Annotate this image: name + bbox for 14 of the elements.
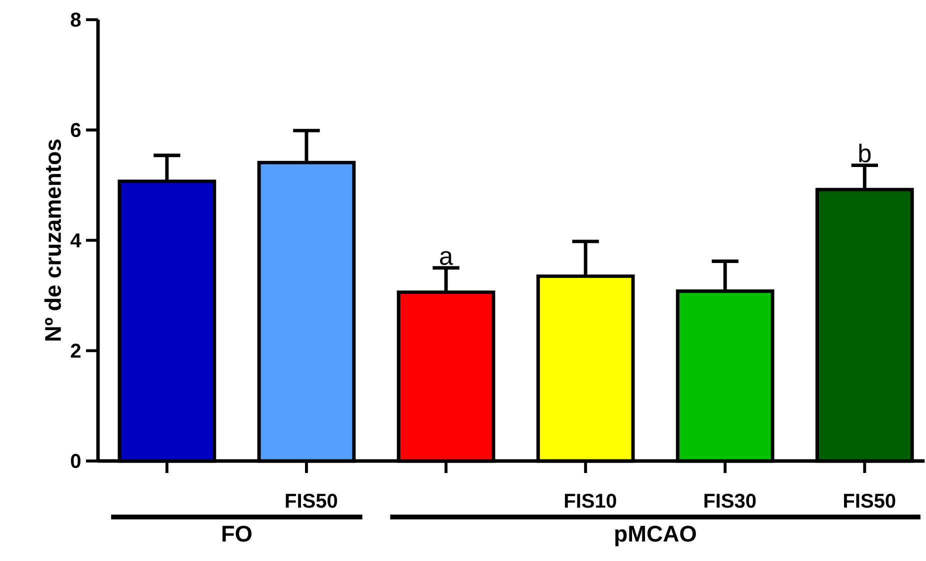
y-tick-label: 2 bbox=[70, 344, 80, 358]
y-tick-label: 6 bbox=[70, 122, 81, 138]
data-label: b bbox=[859, 144, 871, 162]
y-tick-label: 4 bbox=[70, 233, 82, 248]
y-axis-title: Nº de cruzamentos bbox=[44, 140, 62, 341]
y-tick-label: 0 bbox=[70, 454, 80, 468]
x-tick-label: FIS50 bbox=[844, 494, 896, 508]
text: FO bbox=[222, 526, 252, 542]
text: pMCAO bbox=[615, 526, 696, 546]
x-tick-label: FIS30 bbox=[704, 494, 756, 508]
data-label: a bbox=[440, 251, 454, 265]
y-tick-label: 8 bbox=[70, 12, 81, 27]
x-tick-label: FIS10 bbox=[564, 494, 616, 508]
x-tick-label: FIS50 bbox=[286, 494, 338, 508]
